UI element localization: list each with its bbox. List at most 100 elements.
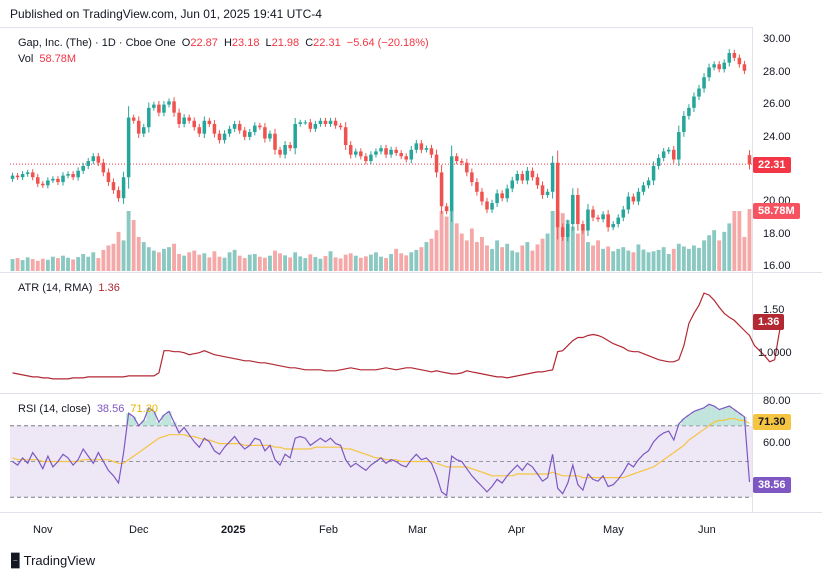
candle-body — [35, 177, 40, 184]
candle-body — [207, 120, 212, 124]
volume-bar — [30, 259, 35, 271]
rsi-overbought-fill — [711, 406, 717, 426]
candle-body — [510, 180, 515, 189]
volume-bar — [601, 248, 606, 271]
rsi-overbought-fill — [681, 418, 687, 426]
candle-body — [515, 174, 520, 181]
candle-body — [459, 161, 464, 163]
volume-bar — [247, 254, 252, 271]
volume-bar — [651, 251, 656, 271]
volume-bar — [399, 253, 404, 271]
low-value: 21.98 — [271, 37, 300, 49]
candle-body — [434, 154, 439, 173]
volume-bar — [424, 242, 429, 271]
atr-value: 1.36 — [98, 282, 120, 294]
volume-bar — [414, 249, 419, 271]
time-tick: Dec — [129, 524, 149, 536]
candle-body — [389, 149, 393, 155]
volume-bar — [187, 252, 192, 271]
volume-bar — [273, 250, 277, 271]
published-header: Published on TradingView.com, Jun 01, 20… — [10, 7, 322, 21]
rsi-overbought-fill — [156, 422, 162, 426]
volume-bar — [162, 248, 166, 271]
candle-body — [384, 148, 388, 155]
candle-body — [692, 96, 696, 108]
candle-body — [636, 191, 641, 202]
atr-label[interactable]: ATR (14, RMA) — [18, 282, 93, 294]
symbol-name[interactable]: Gap, Inc. (The) · 1D · Cboe One — [18, 37, 176, 49]
candle-body — [449, 156, 454, 212]
volume-bar — [131, 219, 136, 271]
volume-bar — [278, 253, 282, 271]
rsi-marker: 38.56 — [753, 477, 791, 493]
candle-body — [136, 120, 141, 134]
volume-bar — [515, 252, 520, 271]
candle-body — [611, 224, 615, 228]
volume-bar — [66, 257, 70, 271]
candle-body — [495, 193, 499, 204]
candle-body — [379, 148, 383, 152]
volume-bar — [252, 253, 257, 271]
volume-bar — [464, 240, 469, 271]
rsi-ma-marker: 71.30 — [753, 414, 791, 430]
candle-body — [530, 170, 535, 178]
candle-body — [56, 178, 60, 183]
rsi-overbought-fill — [686, 414, 692, 426]
candle-body — [470, 172, 474, 183]
rsi-overbought-fill — [716, 409, 722, 426]
candle-body — [737, 57, 742, 65]
candle-body — [131, 117, 136, 121]
candle-body — [490, 203, 494, 210]
volume-bar — [520, 245, 525, 271]
candle-body — [540, 185, 545, 195]
volume-bar — [192, 250, 197, 271]
volume-bar — [454, 223, 459, 271]
candle-body — [157, 104, 161, 113]
volume-bar — [106, 245, 111, 271]
volume-legend: Vol 58.78M — [18, 53, 79, 65]
candle-body — [727, 52, 732, 63]
candle-body — [651, 165, 656, 181]
volume-bar — [505, 243, 510, 271]
rsi-label[interactable]: RSI (14, close) — [18, 403, 91, 415]
volume-bar — [545, 233, 550, 271]
candle-body — [313, 123, 318, 129]
candle-body — [15, 175, 20, 178]
candle-body — [621, 209, 626, 218]
volume-bar — [409, 252, 414, 271]
volume-bar — [702, 240, 706, 271]
candle-body — [742, 64, 747, 71]
volume-label[interactable]: Vol — [18, 53, 34, 65]
rsi-value: 38.56 — [96, 403, 125, 415]
candle-body — [394, 149, 398, 154]
rsi-ma-value: 71.30 — [130, 403, 158, 415]
volume-bar — [141, 242, 146, 271]
volume-bar — [540, 238, 545, 271]
volume-bar — [121, 240, 126, 271]
volume-bar — [626, 250, 631, 271]
volume-bar — [697, 247, 701, 271]
volume-bar — [419, 247, 424, 271]
open-label: O — [181, 37, 191, 49]
volume-value: 58.78M — [39, 53, 77, 65]
candle-body — [46, 180, 50, 186]
volume-bar — [293, 252, 298, 271]
volume-bar — [368, 254, 373, 271]
rsi-overbought-fill — [151, 411, 157, 426]
candle-body — [101, 162, 106, 173]
candle-body — [581, 224, 585, 231]
volume-bar — [525, 242, 530, 271]
candle-body — [707, 67, 711, 78]
candle-body — [51, 178, 55, 181]
candle-body — [722, 62, 727, 70]
volume-bar — [20, 260, 25, 271]
volume-bar — [268, 255, 272, 271]
volume-bar — [621, 247, 626, 271]
tradingview-logo[interactable]: 🁢 TradingView — [10, 553, 95, 569]
candle-body — [697, 88, 701, 97]
volume-bar — [338, 258, 343, 271]
candle-body — [555, 162, 560, 228]
volume-bar — [429, 238, 434, 271]
rsi-overbought-fill — [696, 409, 702, 426]
